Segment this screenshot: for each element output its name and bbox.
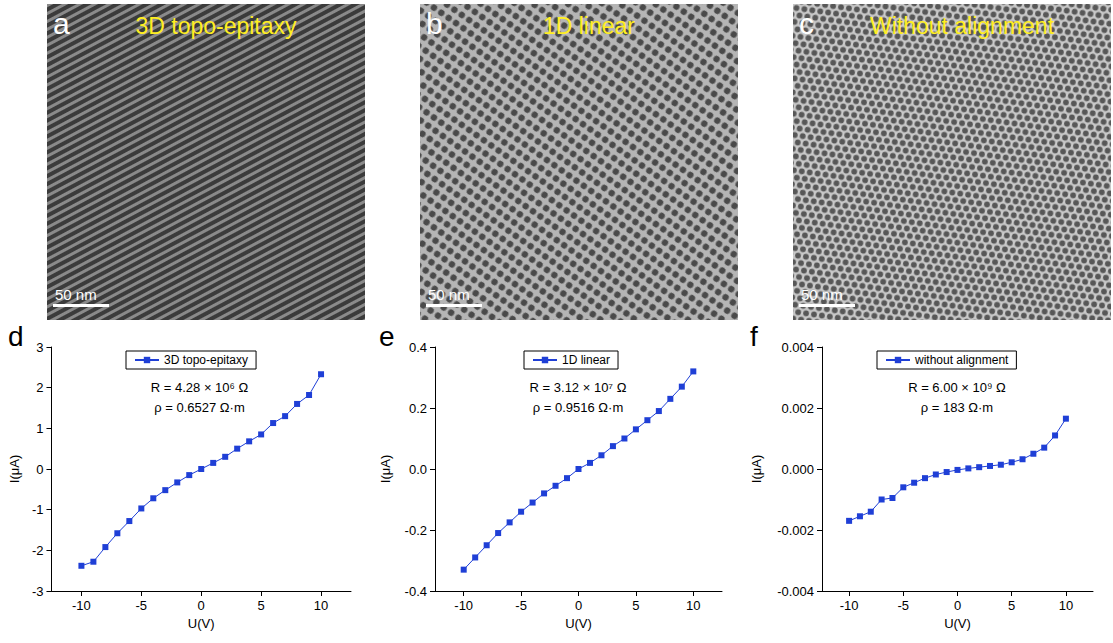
- svg-text:-10: -10: [454, 598, 473, 613]
- svg-text:5: 5: [1008, 598, 1015, 613]
- svg-text:1D linear: 1D linear: [562, 353, 610, 367]
- svg-text:-3: -3: [32, 584, 44, 599]
- svg-text:-0.002: -0.002: [777, 523, 814, 538]
- svg-text:0.0: 0.0: [409, 462, 427, 477]
- svg-text:-0.004: -0.004: [777, 584, 814, 599]
- svg-text:U(V): U(V): [188, 616, 215, 631]
- html-text:d: d: [8, 321, 24, 352]
- html-text:e: e: [379, 321, 395, 352]
- svg-text:I(μA): I(μA): [378, 455, 393, 483]
- svg-text:-0.4: -0.4: [405, 584, 427, 599]
- svg-text:R = 4.28 × 10⁶ Ω: R = 4.28 × 10⁶ Ω: [151, 380, 249, 395]
- svg-text:0: 0: [36, 462, 43, 477]
- svg-text:-2: -2: [32, 543, 44, 558]
- svg-text:-10: -10: [72, 598, 91, 613]
- svg-text:0: 0: [575, 598, 582, 613]
- svg-text:1: 1: [36, 421, 43, 436]
- svg-text:I(μA): I(μA): [7, 455, 22, 483]
- svg-text:a: a: [53, 7, 70, 40]
- svg-text:0.000: 0.000: [781, 462, 814, 477]
- svg-text:50 nm: 50 nm: [801, 286, 843, 303]
- svg-text:5: 5: [632, 598, 639, 613]
- svg-text:-5: -5: [136, 598, 148, 613]
- svg-text:-10: -10: [840, 598, 859, 613]
- svg-text:0.4: 0.4: [409, 340, 427, 355]
- svg-text:2: 2: [36, 380, 43, 395]
- svg-text:0.004: 0.004: [781, 340, 814, 355]
- svg-text:50 nm: 50 nm: [55, 286, 97, 303]
- svg-text:3: 3: [36, 340, 43, 355]
- svg-text:0: 0: [198, 598, 205, 613]
- svg-text:3D topo-epitaxy: 3D topo-epitaxy: [135, 13, 297, 39]
- svg-text:I(μA): I(μA): [749, 455, 764, 483]
- svg-text:0.002: 0.002: [781, 401, 814, 416]
- svg-text:b: b: [426, 7, 443, 40]
- svg-text:U(V): U(V): [944, 616, 971, 631]
- svg-text:c: c: [799, 7, 814, 40]
- svg-text:3D topo-epitaxy: 3D topo-epitaxy: [164, 353, 248, 367]
- svg-text:ρ = 183 Ω·m: ρ = 183 Ω·m: [921, 400, 993, 415]
- svg-text:-5: -5: [898, 598, 910, 613]
- svg-text:Without alignment: Without alignment: [870, 13, 1055, 39]
- html-text:f: f: [750, 321, 758, 352]
- svg-text:-1: -1: [32, 502, 44, 517]
- svg-text:-0.2: -0.2: [405, 523, 427, 538]
- svg-text:R = 3.12 × 10⁷ Ω: R = 3.12 × 10⁷ Ω: [530, 380, 627, 395]
- svg-text:R = 6.00 × 10⁹ Ω: R = 6.00 × 10⁹ Ω: [908, 380, 1006, 395]
- svg-text:10: 10: [314, 598, 328, 613]
- svg-text:without alignment: without alignment: [914, 353, 1009, 367]
- svg-text:10: 10: [1059, 598, 1073, 613]
- svg-text:U(V): U(V): [565, 616, 592, 631]
- svg-text:10: 10: [686, 598, 700, 613]
- svg-text:5: 5: [258, 598, 265, 613]
- svg-text:-5: -5: [515, 598, 527, 613]
- svg-text:50 nm: 50 nm: [428, 286, 470, 303]
- svg-text:ρ = 0.6527 Ω·m: ρ = 0.6527 Ω·m: [154, 400, 244, 415]
- svg-text:0: 0: [954, 598, 961, 613]
- svg-text:0.2: 0.2: [409, 401, 427, 416]
- svg-text:ρ = 0.9516 Ω·m: ρ = 0.9516 Ω·m: [533, 400, 623, 415]
- svg-text:1D linear: 1D linear: [543, 13, 635, 39]
